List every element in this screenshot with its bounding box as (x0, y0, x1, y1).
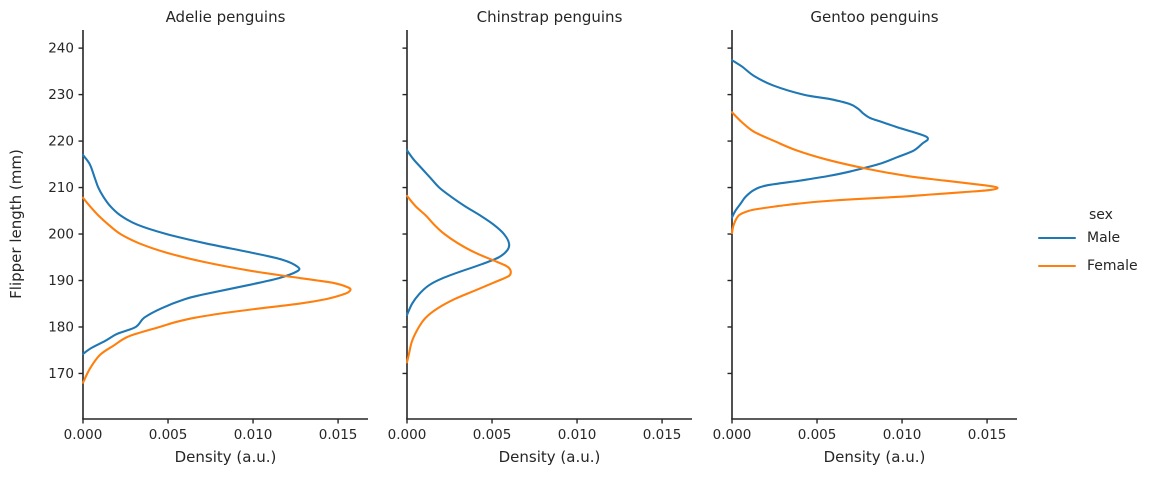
legend-line-female-icon (1038, 264, 1076, 268)
facet-adelie: 240 230 220 210 200 190 180 170 0.000 0.005 0.010 0… (48, 30, 368, 443)
legend-item-male: Male (1038, 224, 1164, 252)
x-axis-label-adelie: Density (a.u.) (174, 448, 277, 466)
y-tick-label: 240 (48, 41, 74, 57)
y-tick-label: 180 (48, 319, 74, 335)
legend-title: sex (1089, 207, 1113, 223)
legend-label-female: Female (1087, 258, 1138, 274)
y-tick-label: 170 (48, 366, 74, 382)
x-axis-label-gentoo: Density (a.u.) (823, 448, 926, 466)
x-tick-label: 0.010 (234, 427, 273, 443)
facet-title-chinstrap: Chinstrap penguins (476, 8, 623, 26)
kde-curve-female (81, 196, 352, 384)
facet-title-adelie: Adelie penguins (165, 8, 286, 26)
x-tick-label: 0.010 (558, 427, 597, 443)
kde-curve-male (81, 153, 301, 355)
x-tick-label: 0.015 (968, 427, 1007, 443)
y-tick-label: 210 (48, 180, 74, 196)
x-tick-label: 0.005 (798, 427, 837, 443)
y-tick-label: 190 (48, 273, 74, 289)
kde-curve-male (730, 59, 929, 219)
x-tick-label: 0.015 (319, 427, 358, 443)
kde-curve-female (730, 111, 999, 235)
x-tick-label: 0.000 (64, 427, 103, 443)
x-axis-label-chinstrap: Density (a.u.) (498, 448, 601, 466)
legend-item-female: Female (1038, 252, 1164, 280)
legend-line-male-icon (1038, 236, 1076, 240)
facet-title-gentoo: Gentoo penguins (810, 8, 939, 26)
y-tick-label: 230 (48, 87, 74, 103)
x-tick-label: 0.010 (883, 427, 922, 443)
y-axis-label: Flipper length (mm) (7, 149, 25, 299)
kde-curve-female (405, 194, 512, 364)
x-tick-label: 0.000 (388, 427, 427, 443)
x-tick-label: 0.005 (473, 427, 512, 443)
y-tick-label: 200 (48, 227, 74, 243)
y-tick-label: 220 (48, 134, 74, 150)
facet-gentoo: 0.000 0.005 0.010 0.015 (713, 30, 1017, 443)
x-tick-label: 0.005 (149, 427, 188, 443)
legend: sex Male Female (1038, 206, 1164, 280)
facet-chinstrap: 0.000 0.005 0.010 0.015 (388, 30, 692, 443)
x-tick-label: 0.000 (713, 427, 752, 443)
x-tick-label: 0.015 (643, 427, 682, 443)
kde-curve-male (405, 149, 511, 316)
legend-label-male: Male (1087, 230, 1121, 246)
